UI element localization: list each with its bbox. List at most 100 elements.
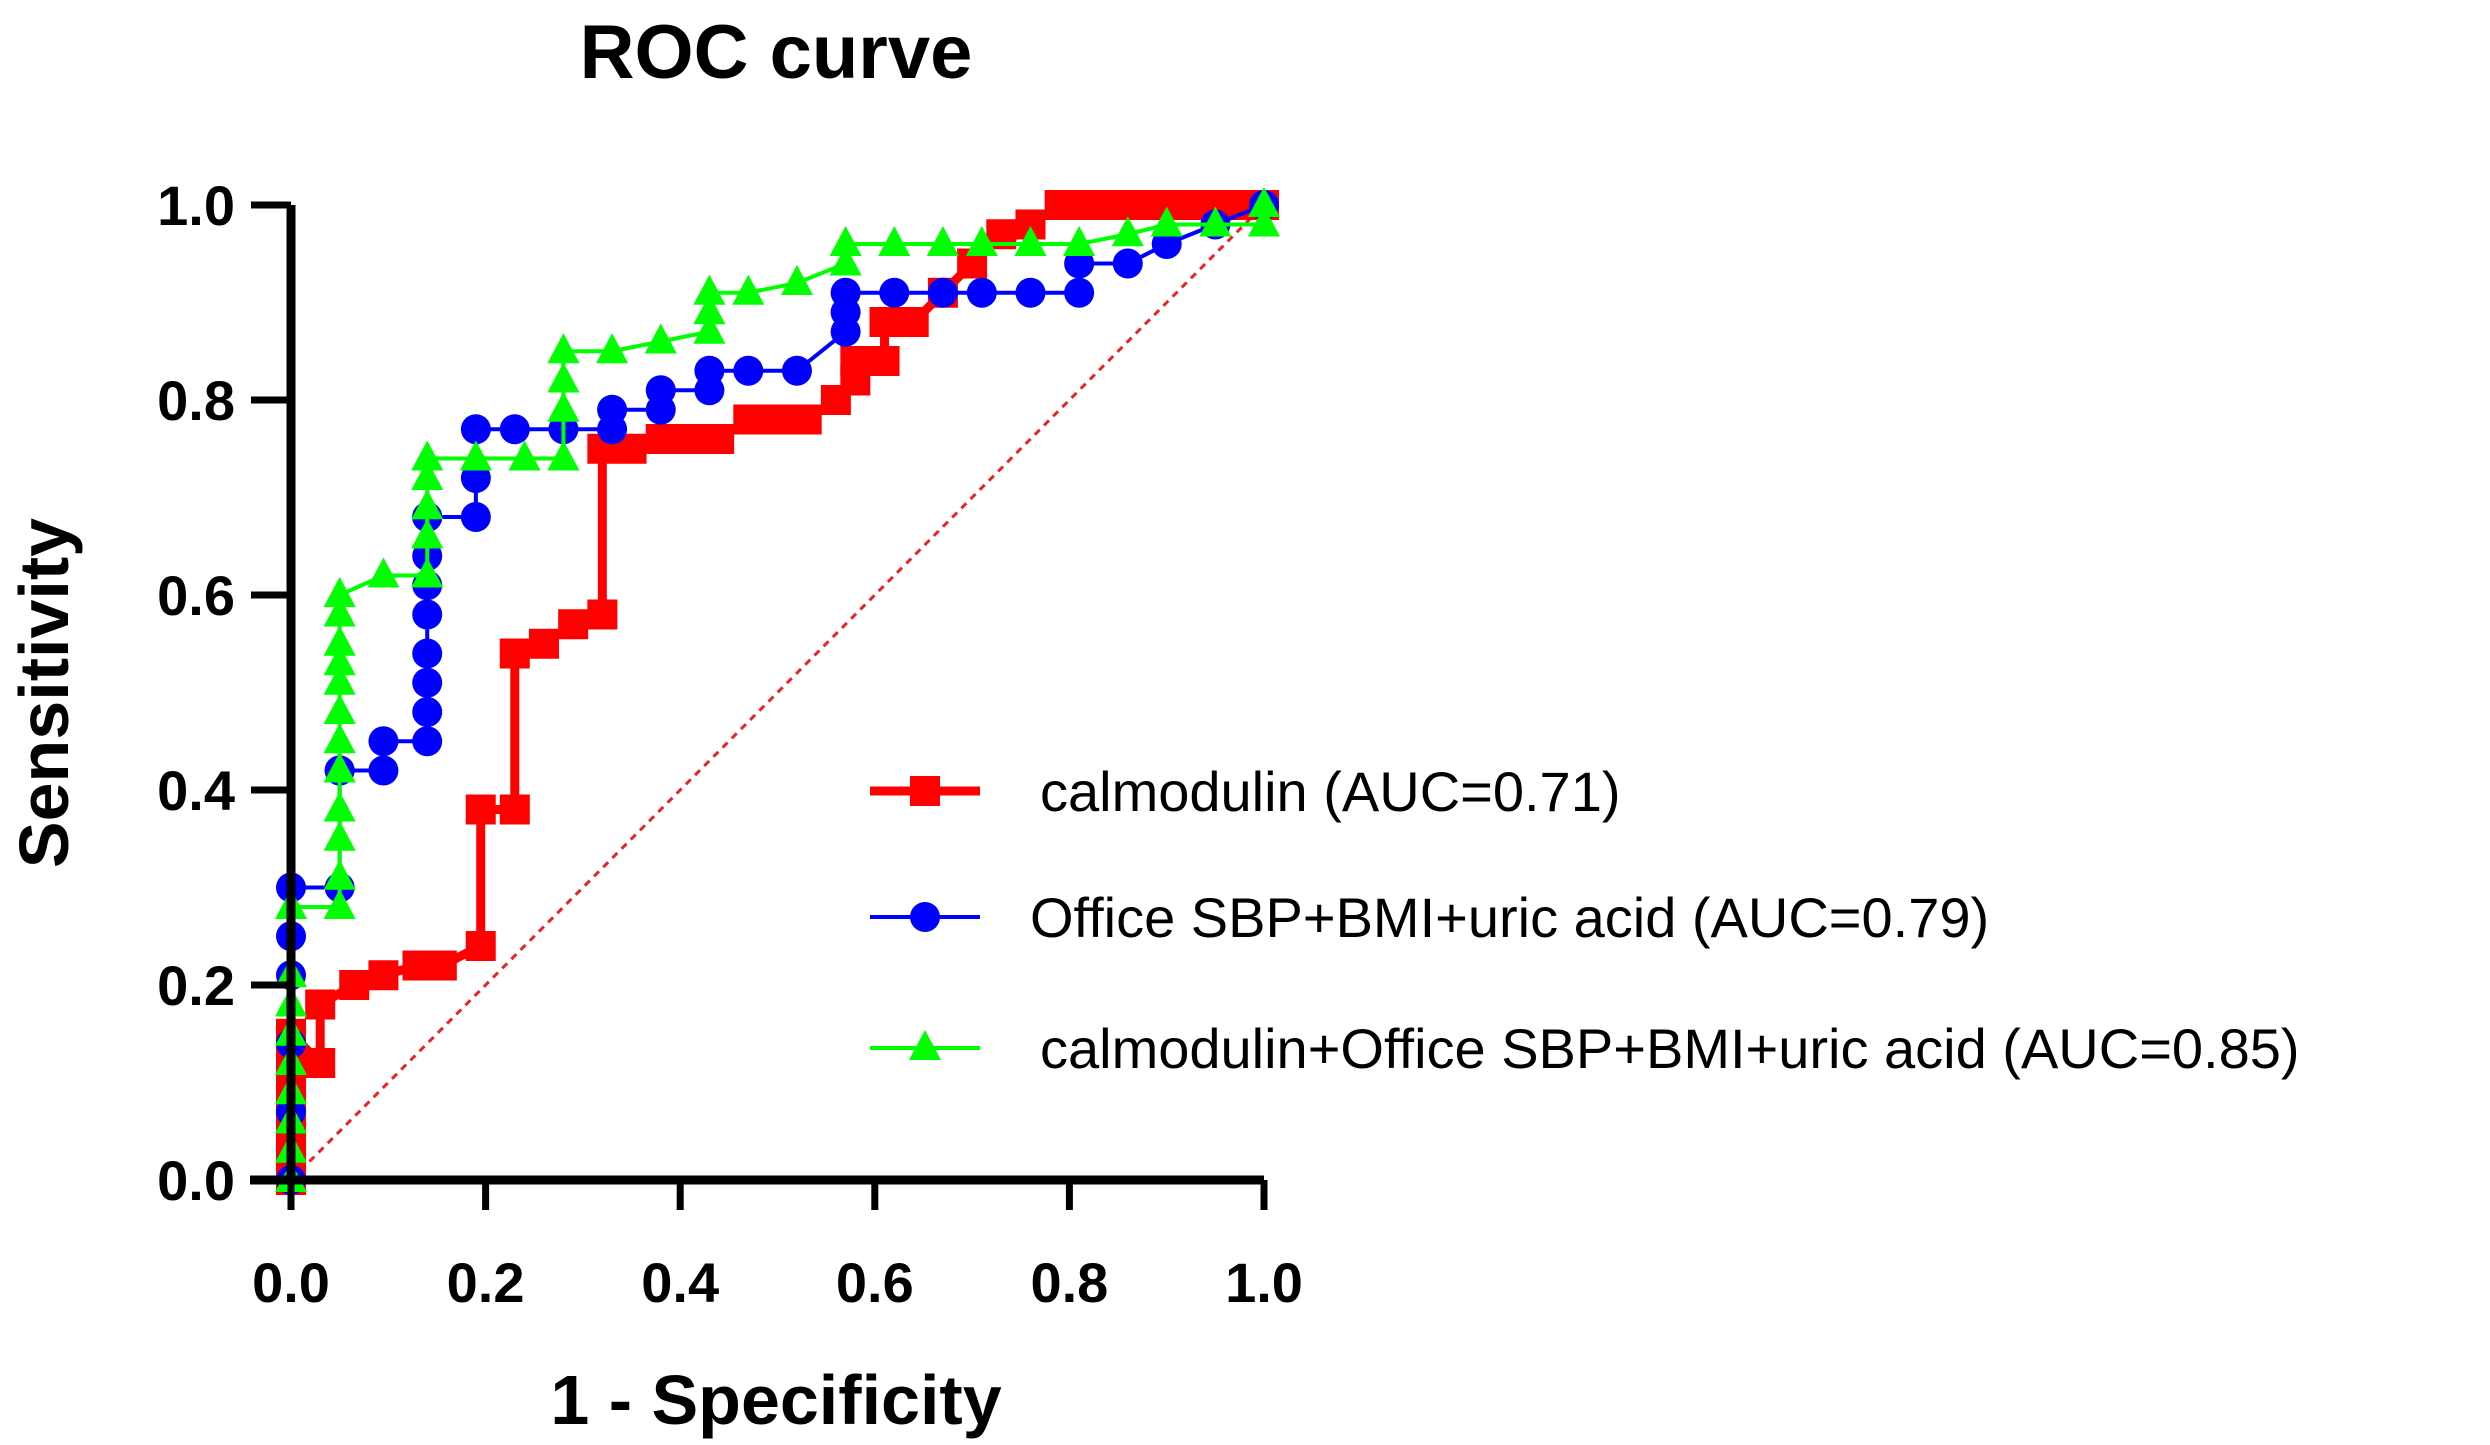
reference-diagonal-line — [289, 203, 1266, 1182]
data-point-circle — [966, 277, 997, 308]
data-point-triangle — [411, 440, 444, 471]
data-point-triangle — [693, 274, 726, 305]
data-point-triangle — [323, 752, 356, 783]
axes — [250, 205, 1264, 1185]
data-point-triangle — [323, 596, 356, 627]
data-point-triangle — [323, 791, 356, 822]
y-tick-label: 0.8 — [157, 369, 235, 432]
data-point-square — [1132, 190, 1163, 220]
data-point-square — [645, 424, 676, 454]
reference-layer — [289, 203, 1266, 1182]
data-point-triangle — [1111, 216, 1144, 247]
data-point-triangle — [926, 226, 959, 256]
data-point-triangle — [1248, 206, 1280, 237]
data-point-circle — [412, 667, 443, 698]
data-point-square — [1044, 190, 1075, 220]
data-point-triangle — [367, 557, 400, 588]
series-layer — [275, 187, 1280, 1195]
data-point-triangle — [323, 664, 356, 695]
y-tick-label: 0.2 — [157, 954, 235, 1017]
legend-square-marker — [910, 776, 940, 806]
data-point-triangle — [1248, 187, 1280, 217]
data-point-square — [791, 404, 822, 435]
legend-item-circle: Office SBP+BMI+uric acid (AUC=0.79) — [870, 886, 1989, 949]
data-point-triangle — [547, 391, 580, 422]
legend-circle-marker — [910, 902, 940, 932]
data-point-square — [499, 794, 530, 825]
y-tick-label: 0.0 — [157, 1149, 235, 1212]
data-point-triangle — [1063, 226, 1096, 256]
data-point-triangle — [547, 362, 580, 393]
data-point-circle — [499, 414, 530, 445]
x-axis-label: 1 - Specificity — [550, 1361, 1001, 1439]
data-point-square — [558, 609, 589, 640]
data-point-square — [426, 950, 457, 981]
legend-label: calmodulin (AUC=0.71) — [1040, 760, 1620, 823]
data-point-triangle — [965, 226, 998, 256]
data-point-circle — [460, 502, 491, 532]
data-point-triangle — [323, 820, 356, 851]
chart-title: ROC curve — [580, 10, 973, 95]
data-point-circle — [412, 638, 443, 669]
data-point-triangle — [644, 323, 677, 354]
data-point-triangle — [693, 313, 726, 344]
data-point-triangle — [1014, 226, 1047, 256]
data-point-square — [1103, 190, 1134, 220]
data-point-square — [1073, 190, 1104, 220]
data-point-triangle — [323, 577, 356, 607]
y-tick-label: 0.4 — [157, 759, 235, 822]
x-tick-label: 0.0 — [252, 1251, 330, 1314]
data-point-triangle — [411, 518, 444, 549]
data-point-square — [762, 404, 793, 435]
data-point-triangle — [323, 859, 356, 890]
data-point-circle — [597, 394, 628, 425]
data-point-square — [704, 424, 735, 454]
data-point-square — [587, 599, 618, 630]
data-point-square — [305, 989, 336, 1020]
data-point-triangle — [547, 440, 580, 471]
data-point-circle — [781, 355, 812, 386]
x-tick-label: 0.2 — [447, 1251, 525, 1314]
legend-label: calmodulin+Office SBP+BMI+uric acid (AUC… — [1040, 1017, 2300, 1080]
data-point-circle — [1112, 248, 1143, 279]
data-point-triangle — [1150, 206, 1183, 237]
data-point-triangle — [323, 694, 356, 724]
data-point-square — [674, 424, 705, 454]
y-tick-label: 0.6 — [157, 564, 235, 627]
data-point-triangle — [323, 645, 356, 676]
legend-item-triangle: calmodulin+Office SBP+BMI+uric acid (AUC… — [870, 1017, 2300, 1080]
data-point-triangle — [596, 333, 629, 364]
data-point-triangle — [878, 226, 911, 256]
data-point-square — [339, 970, 370, 1000]
x-tick-label: 0.6 — [836, 1251, 914, 1314]
data-point-triangle — [780, 265, 813, 295]
legend: calmodulin (AUC=0.71) Office SBP+BMI+uric… — [870, 760, 2300, 1080]
data-point-circle — [460, 414, 491, 445]
x-tick-label: 1.0 — [1225, 1251, 1303, 1314]
x-tick-label: 0.4 — [641, 1251, 719, 1314]
series-square — [276, 190, 1279, 1195]
data-point-square — [465, 794, 496, 825]
x-tick-label: 0.8 — [1030, 1251, 1108, 1314]
data-point-circle — [927, 277, 958, 308]
data-point-triangle — [1199, 206, 1232, 237]
legend-triangle-marker — [909, 1030, 941, 1060]
data-point-triangle — [323, 889, 356, 919]
data-point-circle — [368, 755, 399, 786]
data-point-circle — [879, 277, 910, 308]
data-point-triangle — [323, 723, 356, 754]
legend-label: Office SBP+BMI+uric acid (AUC=0.79) — [1030, 886, 1989, 949]
data-point-triangle — [693, 294, 726, 325]
data-point-circle — [412, 726, 443, 757]
data-point-square — [368, 960, 399, 991]
data-point-circle — [368, 726, 399, 757]
data-point-circle — [830, 277, 861, 308]
data-point-circle — [645, 375, 676, 406]
data-point-circle — [694, 355, 725, 386]
data-point-square — [869, 346, 900, 376]
data-point-triangle — [732, 274, 765, 305]
data-point-triangle — [411, 489, 444, 520]
data-point-triangle — [411, 557, 444, 588]
data-point-square — [898, 307, 929, 337]
y-tick-label: 1.0 — [157, 174, 235, 237]
